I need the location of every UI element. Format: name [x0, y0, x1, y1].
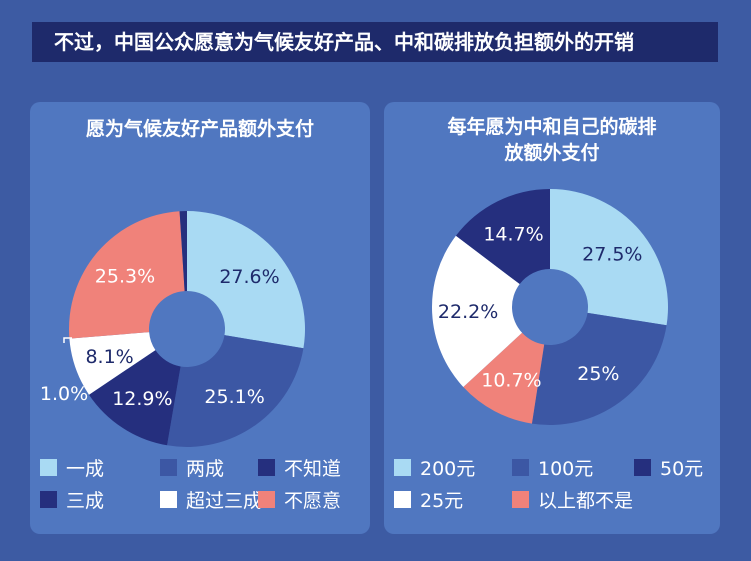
- data-label: 22.2%: [438, 301, 498, 323]
- slice-2: [531, 312, 667, 425]
- data-label: 1.0%: [40, 383, 88, 405]
- legend-swatch: [160, 491, 177, 508]
- data-label: 27.5%: [582, 244, 642, 266]
- legend-swatch: [258, 491, 275, 508]
- legend-item: 100元: [512, 454, 593, 481]
- legend-item: 超过三成: [160, 486, 262, 513]
- legend-label: 50元: [660, 458, 704, 480]
- legend-swatch: [394, 459, 411, 476]
- page-title: 不过，中国公众愿意为气候友好产品、中和碳排放负担额外的开销: [32, 22, 718, 62]
- data-label: 8.1%: [85, 346, 133, 368]
- legend-label: 以上都不是: [538, 490, 634, 512]
- slice-3: [455, 189, 550, 285]
- slice-4: [432, 235, 523, 388]
- data-label: 25.1%: [204, 386, 264, 408]
- right-panel: 每年愿为中和自己的碳排放额外支付 27.5% 25% 10.7% 22.2% 14.7%…: [384, 102, 720, 534]
- legend-item: 25元: [394, 486, 463, 513]
- data-label: 10.7%: [481, 369, 541, 391]
- chart-title-left: 愿为气候友好产品额外支付: [85, 118, 314, 140]
- slice-1: [550, 189, 668, 326]
- data-label: 27.6%: [219, 266, 279, 288]
- slice-1: [187, 211, 305, 349]
- slice-5: [69, 332, 156, 395]
- legend-label: 200元: [420, 458, 476, 480]
- legend-label: 超过三成: [186, 490, 263, 512]
- slice-2: [167, 335, 304, 447]
- left-panel: 愿为气候友好产品额外支付 27.6% 25.1% 12.9% 8.1% 25.3% 1.0…: [30, 102, 370, 534]
- legend-swatch: [512, 491, 529, 508]
- data-label: 25%: [577, 363, 619, 385]
- slice-4: [179, 211, 187, 292]
- legend-item: 三成: [40, 486, 104, 513]
- legend-swatch: [634, 459, 651, 476]
- legend-label: 100元: [538, 458, 594, 480]
- legend-label: 一成: [66, 458, 105, 480]
- legend-label: 不知道: [284, 458, 342, 480]
- legend-item: 200元: [394, 454, 475, 481]
- legend-item: 50元: [634, 454, 703, 481]
- legend-swatch: [40, 459, 57, 476]
- legend-swatch: [512, 459, 529, 476]
- leader-line: [63, 337, 72, 343]
- legend-item: 一成: [40, 454, 104, 481]
- slice-3: [88, 350, 181, 446]
- legend-swatch: [160, 459, 177, 476]
- legend-item: 以上都不是: [512, 486, 633, 513]
- donut-chart-right: 27.5% 25% 10.7% 22.2% 14.7%: [432, 189, 668, 425]
- data-label: 14.7%: [483, 224, 543, 246]
- slice-5: [463, 332, 545, 424]
- legend-label: 两成: [186, 458, 225, 480]
- chart-title-right: 每年愿为中和自己的碳排放额外支付: [447, 116, 657, 164]
- data-label: 25.3%: [95, 265, 155, 287]
- legend-label: 25元: [420, 490, 464, 512]
- slice-6: [69, 211, 185, 339]
- legend-label: 不愿意: [284, 490, 342, 512]
- data-label: 12.9%: [112, 388, 172, 410]
- legend-label: 三成: [66, 490, 105, 512]
- legend-item: 不愿意: [258, 486, 341, 513]
- legend-item: 两成: [160, 454, 224, 481]
- legend-swatch: [40, 491, 57, 508]
- donut-chart-left: 27.6% 25.1% 12.9% 8.1% 25.3% 1.0%: [40, 211, 305, 447]
- legend-swatch: [394, 491, 411, 508]
- legend-item: 不知道: [258, 454, 341, 481]
- legend-swatch: [258, 459, 275, 476]
